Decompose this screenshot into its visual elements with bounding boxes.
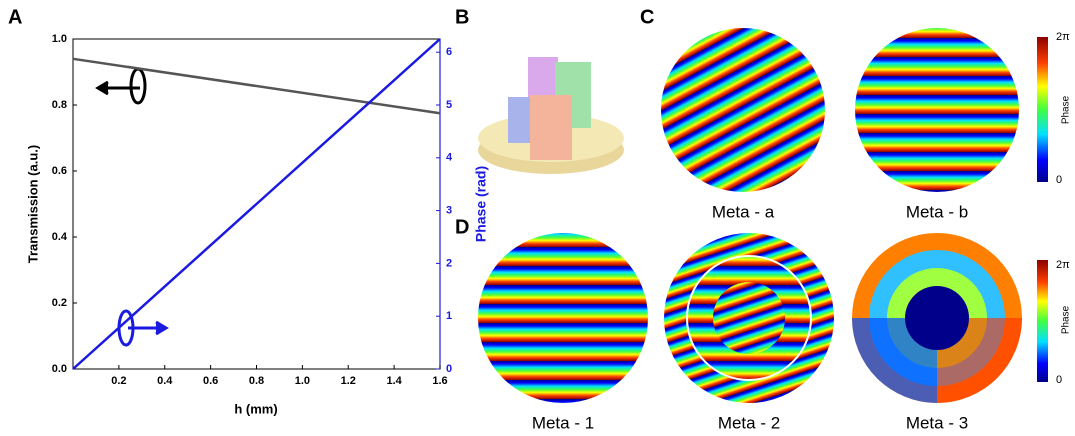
x-tick-label: 0.8 — [249, 375, 264, 387]
y-tick-label: 1.0 — [52, 33, 67, 45]
phase-map — [478, 233, 648, 403]
y-axis-label: Transmission (a.u.) — [25, 145, 40, 263]
phase-map — [664, 233, 834, 403]
colorbar: 2π 0 Phase — [1037, 31, 1072, 186]
phase-map — [855, 28, 1019, 192]
page: A B C D h (mm) Transmission (a.u.) Phase… — [0, 0, 1075, 436]
y2-tick-label: 1 — [446, 310, 452, 322]
x-tick-label: 1.4 — [386, 375, 402, 387]
map-label: Meta - 3 — [906, 413, 968, 432]
y2-tick-label: 4 — [446, 152, 453, 164]
panel-label: D — [455, 216, 469, 238]
y2-tick-label: 5 — [446, 99, 452, 111]
y-tick-label: 0.4 — [52, 231, 68, 243]
y2-tick-label: 3 — [446, 205, 452, 217]
polarization-icon — [98, 69, 145, 103]
polarization-icon — [119, 311, 166, 345]
map-label: Meta - a — [712, 202, 775, 221]
y-tick-label: 0.2 — [52, 297, 67, 309]
y2-tick-label: 2 — [446, 257, 452, 269]
x-tick-label: 0.4 — [157, 375, 173, 387]
colorbar-max: 2π — [1056, 259, 1070, 271]
colorbar-title: Phase — [1061, 95, 1072, 124]
x-tick-label: 0.2 — [111, 375, 126, 387]
figure: A B C D h (mm) Transmission (a.u.) Phase… — [0, 0, 1075, 436]
y2-axis-label: Phase (rad) — [473, 166, 489, 242]
colorbar-title: Phase — [1061, 305, 1072, 334]
map-label: Meta - b — [906, 202, 968, 221]
y2-tick-label: 6 — [446, 46, 452, 58]
colorbar-max: 2π — [1056, 31, 1070, 43]
meta-atom-illustration — [478, 57, 624, 174]
data-line — [73, 59, 440, 113]
map-label: Meta - 2 — [718, 413, 780, 432]
x-tick-label: 1.2 — [341, 375, 356, 387]
colorbar-min: 0 — [1056, 174, 1062, 186]
y-tick-label: 0.6 — [52, 165, 67, 177]
map-label: Meta - 1 — [532, 413, 594, 432]
y-tick-label: 0.8 — [52, 99, 67, 111]
phase-map — [661, 28, 825, 192]
y2-tick-label: 0 — [446, 363, 452, 375]
phase-map — [852, 233, 1022, 403]
colorbar-min: 0 — [1056, 374, 1062, 386]
x-tick-label: 0.6 — [203, 375, 218, 387]
panel-label: B — [455, 6, 469, 28]
x-tick-label: 1.6 — [432, 375, 447, 387]
panel-label: C — [640, 6, 654, 28]
x-axis-label: h (mm) — [234, 401, 277, 416]
x-tick-label: 1.0 — [295, 375, 310, 387]
y-tick-label: 0.0 — [52, 363, 67, 375]
panel-label: A — [8, 6, 22, 28]
colorbar: 2π 0 Phase — [1037, 259, 1072, 386]
